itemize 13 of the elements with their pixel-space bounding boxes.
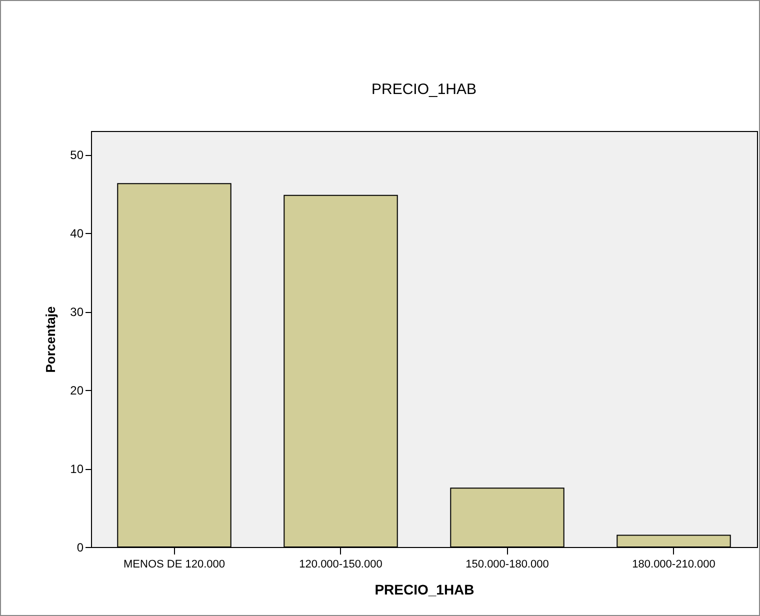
y-axis-title: Porcentaje [43, 306, 58, 373]
x-tick-label: MENOS DE 120.000 [124, 558, 225, 570]
y-tick-label: 50 [70, 148, 84, 162]
y-tick-label: 30 [70, 305, 84, 320]
y-tick-label: 0 [76, 540, 84, 554]
y-tick-label: 20 [70, 384, 84, 398]
x-axis-title: PRECIO_1HAB [374, 582, 474, 598]
chart-title: PRECIO_1HAB [371, 81, 477, 98]
y-tick-label: 40 [70, 226, 84, 241]
x-tick-label: 150.000-180.000 [466, 558, 549, 570]
x-tick-label: 180.000-210.000 [632, 558, 716, 570]
y-tick-label: 10 [70, 462, 84, 476]
x-tick-label: 120.000-150.000 [299, 558, 382, 570]
